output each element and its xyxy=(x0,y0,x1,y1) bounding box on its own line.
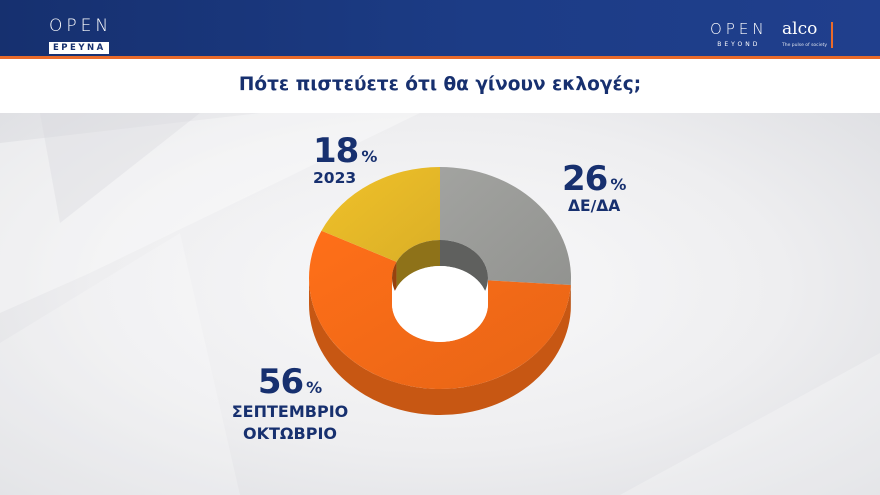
donut-hole xyxy=(392,240,488,342)
logo-erevna-text: ΕΡΕΥΝΑ xyxy=(49,42,109,54)
chart-title: Πότε πιστεύετε ότι θα γίνουν εκλογές; xyxy=(238,74,642,95)
alco-name: alco xyxy=(782,19,818,39)
donut-slice-0 xyxy=(440,167,572,285)
slice-category-de-da: ΔΕ/ΔΑ xyxy=(568,197,621,215)
donut-slice-2 xyxy=(321,167,440,262)
slice-label-de-da: 26% ΔΕ/ΔΑ xyxy=(562,162,626,215)
slice-label-2023: 18% 2023 xyxy=(313,134,377,187)
slice-category-2023: 2023 xyxy=(313,169,357,187)
open-beyond-logo: OPEN BEYOND xyxy=(710,20,768,49)
slice-category-oct: ΟΚΤΩΒΡΙΟ xyxy=(243,424,337,443)
alco-tagline: The pulse of society xyxy=(782,43,828,48)
header-bar xyxy=(0,0,880,58)
slice-label-sept-oct: 56% ΣΕΠΤΕΜΒΡΙΟ ΟΚΤΩΒΡΙΟ xyxy=(228,365,352,443)
logo-beyond-text: BEYOND xyxy=(717,41,761,48)
alco-logo: alco The pulse of society xyxy=(782,20,827,48)
donut-slice-1 xyxy=(308,230,571,390)
donut-inner-wall-0 xyxy=(440,240,488,304)
logo-open-text: OPEN xyxy=(49,16,113,36)
alco-accent-bar xyxy=(831,22,833,48)
slice-value-sept-oct: 56 xyxy=(257,362,304,402)
slice-category-sept: ΣΕΠΤΕΜΒΡΙΟ xyxy=(231,402,349,421)
slice-value-de-da: 26 xyxy=(562,159,608,199)
donut-hole-floor xyxy=(392,266,488,342)
percent-sign: % xyxy=(610,175,627,194)
percent-sign: % xyxy=(361,147,378,166)
donut-side-1 xyxy=(309,278,571,415)
donut-inner-wall-2 xyxy=(396,240,440,288)
title-band xyxy=(0,59,880,113)
donut-sides xyxy=(309,278,571,415)
open-erevna-logo: OPEN ΕΡΕΥΝΑ xyxy=(49,18,112,54)
donut-top xyxy=(308,167,572,390)
percent-sign: % xyxy=(306,378,323,397)
logo-open-beyond-main: OPEN xyxy=(710,20,768,38)
background-decoration xyxy=(0,113,880,495)
slice-value-2023: 18 xyxy=(313,131,359,171)
header-accent-line xyxy=(0,56,880,59)
